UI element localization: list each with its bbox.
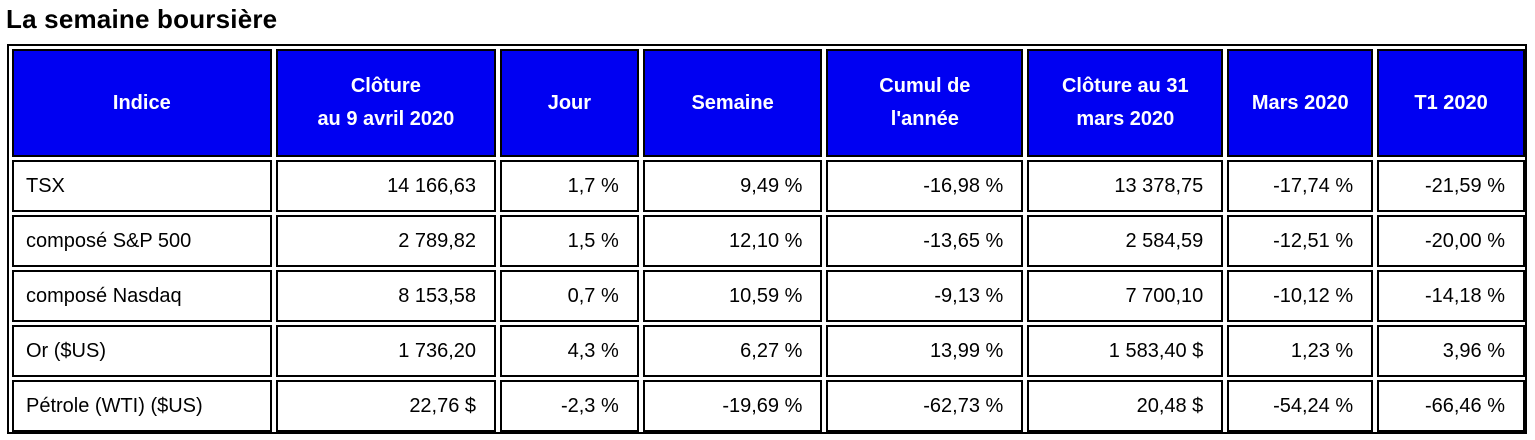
cell-t1: -66,46 % [1377,380,1525,432]
table-row: composé S&P 500 2 789,82 1,5 % 12,10 % -… [12,215,1525,267]
cell-semaine: 10,59 % [642,270,823,322]
cell-cumul: -16,98 % [826,160,1024,212]
cell-mars: -54,24 % [1227,380,1374,432]
cell-jour: 4,3 % [500,325,639,377]
header-indice: Indice [12,49,272,157]
table-frame: Indice Clôture au 9 avril 2020 Jour Semai… [7,44,1527,434]
header-row: Indice Clôture au 9 avril 2020 Jour Semai… [12,49,1525,157]
cell-t1: -14,18 % [1377,270,1525,322]
cell-semaine: 12,10 % [642,215,823,267]
page-title: La semaine boursière [6,4,278,34]
cell-indice: TSX [12,160,272,212]
header-cumul-annee: Cumul de l'année [826,49,1024,157]
cell-cloture-mars: 2 584,59 [1027,215,1224,267]
cell-mars: 1,23 % [1227,325,1374,377]
cell-cloture-mars: 13 378,75 [1027,160,1224,212]
table-row: composé Nasdaq 8 153,58 0,7 % 10,59 % -9… [12,270,1525,322]
cell-mars: -17,74 % [1227,160,1374,212]
header-cloture-9-avril: Clôture au 9 avril 2020 [275,49,497,157]
cell-cloture: 14 166,63 [275,160,497,212]
cell-jour: -2,3 % [500,380,639,432]
header-semaine: Semaine [642,49,823,157]
cell-cloture: 2 789,82 [275,215,497,267]
cell-semaine: -19,69 % [642,380,823,432]
cell-jour: 1,7 % [500,160,639,212]
cell-indice: Pétrole (WTI) ($US) [12,380,272,432]
table-row: Or ($US) 1 736,20 4,3 % 6,27 % 13,99 % 1… [12,325,1525,377]
cell-cloture: 8 153,58 [275,270,497,322]
cell-t1: -21,59 % [1377,160,1525,212]
cell-semaine: 9,49 % [642,160,823,212]
cell-mars: -12,51 % [1227,215,1374,267]
cell-jour: 1,5 % [500,215,639,267]
header-mars-2020: Mars 2020 [1227,49,1374,157]
cell-cumul: -62,73 % [826,380,1024,432]
header-t1-2020: T1 2020 [1377,49,1525,157]
cell-mars: -10,12 % [1227,270,1374,322]
cell-cloture: 1 736,20 [275,325,497,377]
cell-cloture-mars: 1 583,40 $ [1027,325,1224,377]
cell-jour: 0,7 % [500,270,639,322]
header-cloture-31-mars: Clôture au 31 mars 2020 [1027,49,1224,157]
table-row: TSX 14 166,63 1,7 % 9,49 % -16,98 % 13 3… [12,160,1525,212]
cell-indice: composé Nasdaq [12,270,272,322]
cell-semaine: 6,27 % [642,325,823,377]
cell-cloture-mars: 20,48 $ [1027,380,1224,432]
header-jour: Jour [500,49,639,157]
table-row: Pétrole (WTI) ($US) 22,76 $ -2,3 % -19,6… [12,380,1525,432]
cell-cumul: 13,99 % [826,325,1024,377]
cell-t1: -20,00 % [1377,215,1525,267]
cell-indice: Or ($US) [12,325,272,377]
cell-cumul: -13,65 % [826,215,1024,267]
cell-indice: composé S&P 500 [12,215,272,267]
cell-cloture-mars: 7 700,10 [1027,270,1224,322]
cell-cumul: -9,13 % [826,270,1024,322]
cell-cloture: 22,76 $ [275,380,497,432]
cell-t1: 3,96 % [1377,325,1525,377]
market-table: Indice Clôture au 9 avril 2020 Jour Semai… [8,46,1529,435]
